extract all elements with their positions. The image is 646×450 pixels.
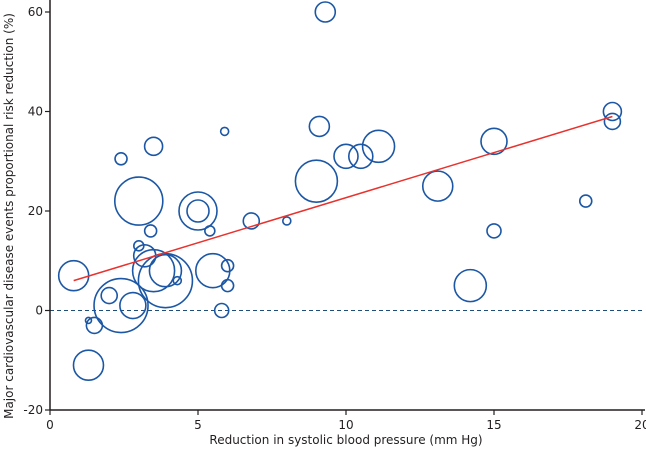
data-bubble bbox=[294, 159, 339, 203]
data-bubble bbox=[143, 136, 164, 157]
data-bubble bbox=[480, 127, 508, 156]
x-axis-ticks: 0 5 10 15 20 bbox=[46, 410, 646, 432]
data-bubble bbox=[453, 268, 488, 303]
y-axis-ticks: -20 0 20 40 60 bbox=[23, 5, 50, 417]
data-bubble bbox=[603, 112, 622, 131]
data-bubble bbox=[486, 223, 502, 239]
data-bubble bbox=[186, 199, 210, 223]
data-bubble bbox=[213, 302, 230, 319]
data-bubble bbox=[72, 349, 105, 382]
data-bubble bbox=[131, 248, 176, 293]
data-bubble bbox=[204, 225, 216, 237]
data-bubble bbox=[242, 212, 261, 230]
data-bubble bbox=[93, 277, 149, 334]
data-bubble bbox=[133, 240, 145, 252]
data-bubble bbox=[178, 191, 218, 231]
x-tick-label: 15 bbox=[486, 418, 501, 432]
x-tick-label: 5 bbox=[194, 418, 202, 432]
data-bubble bbox=[421, 170, 454, 202]
data-bubble bbox=[119, 291, 147, 320]
data-bubble bbox=[137, 252, 194, 309]
data-bubble bbox=[347, 143, 374, 170]
data-bubble bbox=[84, 316, 93, 325]
data-bubble bbox=[308, 115, 331, 138]
data-bubble bbox=[100, 286, 118, 305]
data-bubble bbox=[361, 129, 396, 164]
regression-line bbox=[73, 115, 613, 282]
x-tick-label: 20 bbox=[634, 418, 646, 432]
y-tick-label: 0 bbox=[35, 304, 43, 318]
data-bubble bbox=[602, 101, 623, 122]
data-bubble bbox=[114, 176, 164, 226]
data-bubble bbox=[172, 275, 183, 286]
data-bubble bbox=[333, 143, 359, 170]
data-bubble bbox=[314, 1, 337, 23]
x-axis-title: Reduction in systolic blood pressure (mm… bbox=[209, 433, 482, 447]
x-tick-label: 10 bbox=[338, 418, 353, 432]
x-tick-label: 0 bbox=[46, 418, 54, 432]
y-tick-label: -20 bbox=[23, 403, 43, 417]
data-bubble bbox=[220, 278, 235, 293]
plot-area bbox=[50, 1, 645, 382]
data-bubble bbox=[57, 259, 90, 292]
data-bubble bbox=[578, 194, 593, 208]
data-bubble bbox=[85, 316, 104, 335]
data-bubble bbox=[143, 224, 158, 238]
data-bubble bbox=[114, 151, 128, 166]
y-axis-title: Major cardiovascular disease events prop… bbox=[2, 13, 16, 419]
data-bubble bbox=[281, 216, 292, 226]
data-bubble bbox=[220, 258, 235, 273]
y-tick-label: 40 bbox=[28, 105, 43, 119]
y-tick-label: 20 bbox=[28, 204, 43, 218]
data-bubble bbox=[219, 126, 230, 137]
y-tick-label: 60 bbox=[28, 5, 43, 19]
data-bubble bbox=[148, 253, 183, 288]
